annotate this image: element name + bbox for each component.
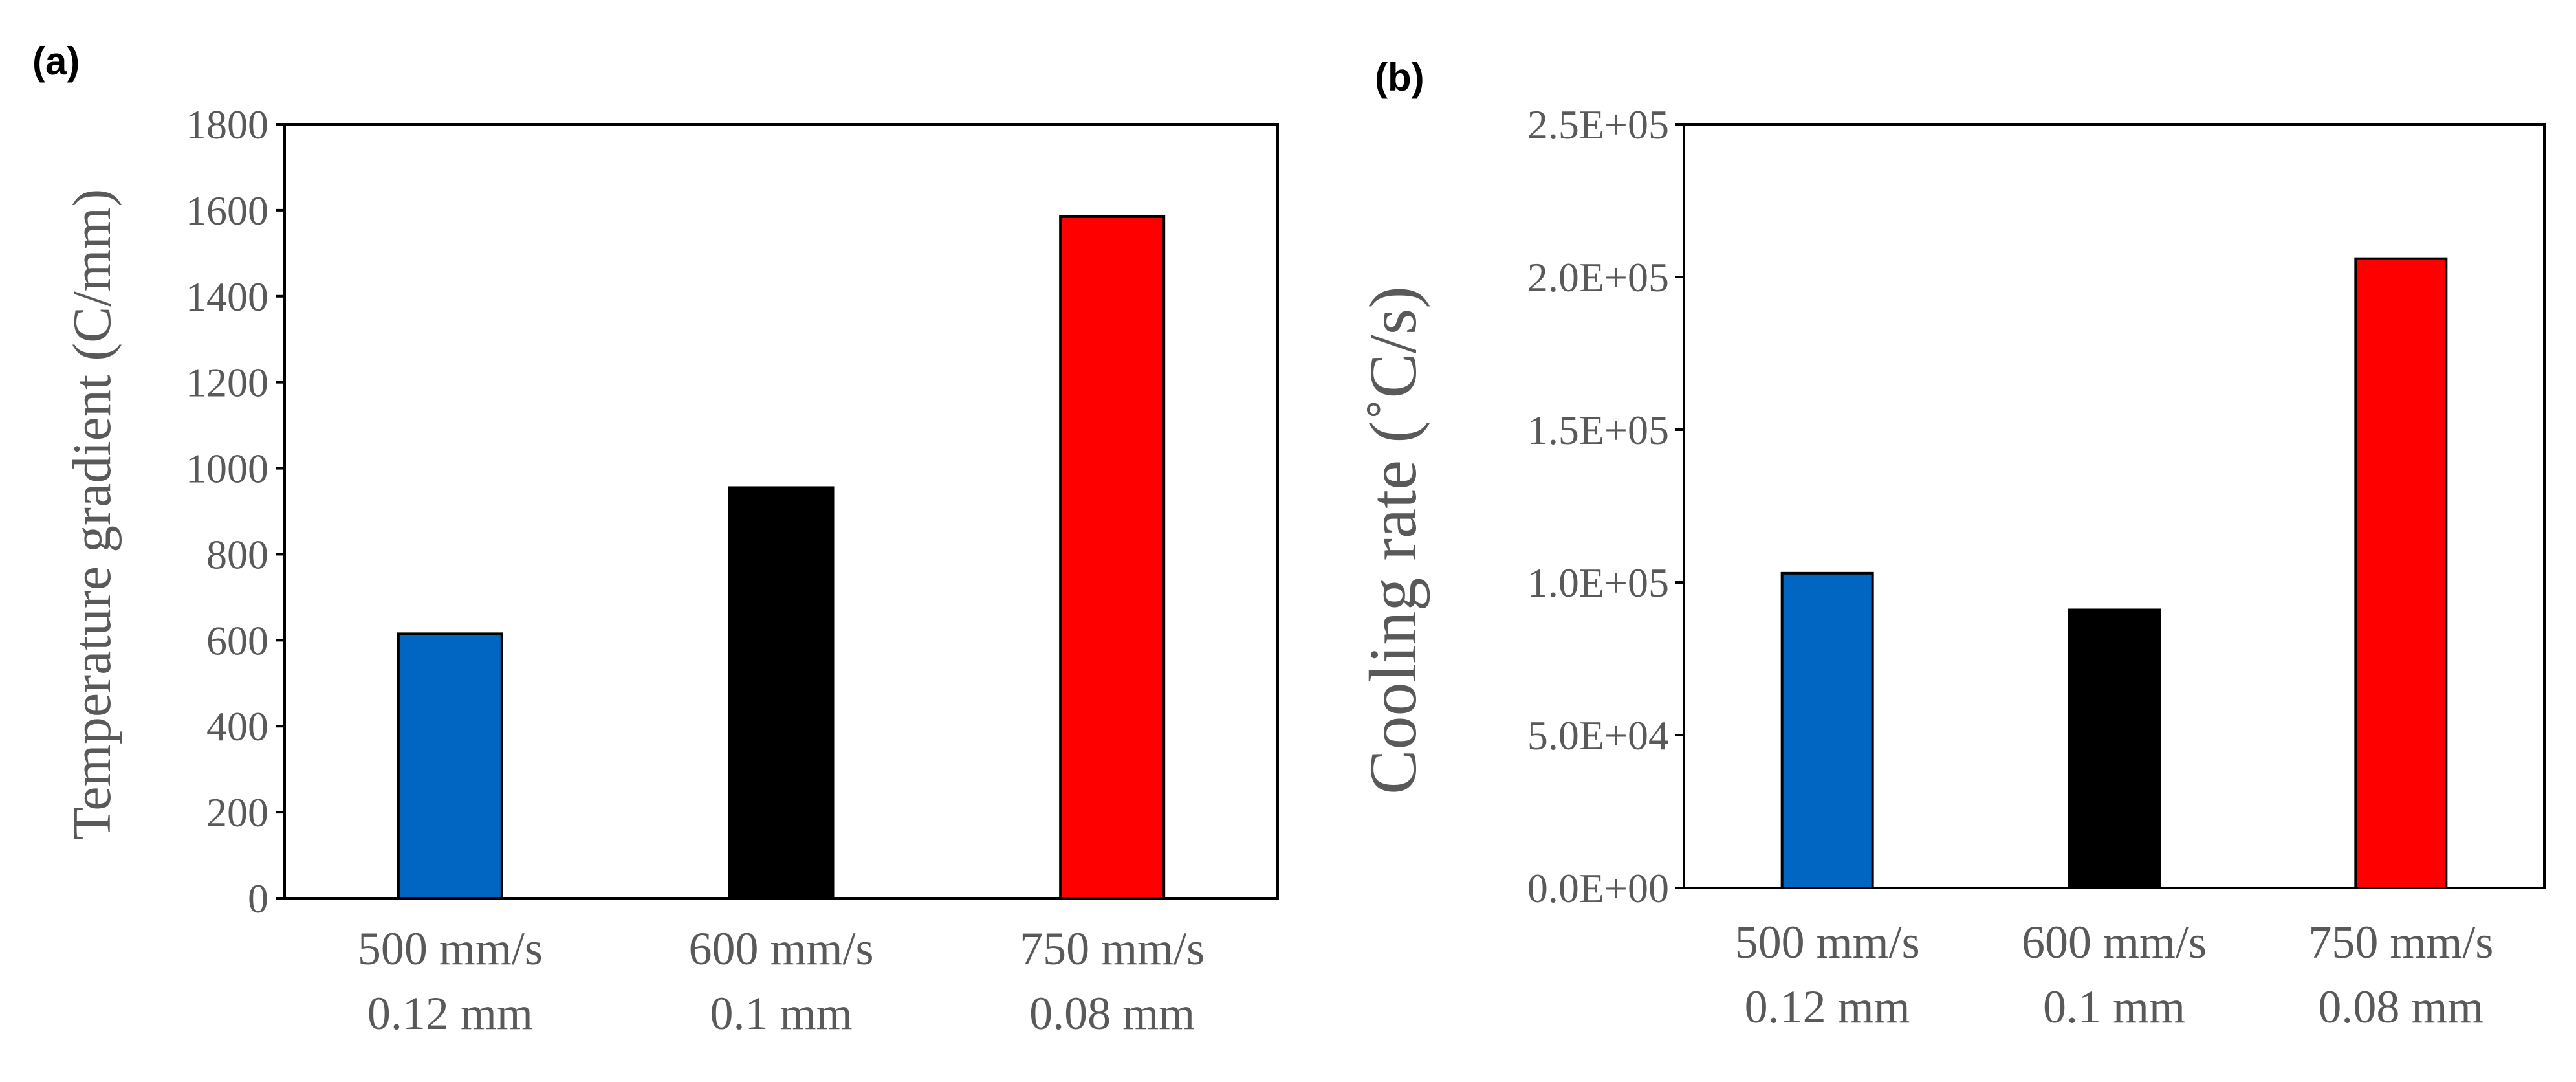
panel-b-bar-2 [2068, 608, 2161, 889]
panel-b-bar-3 [2354, 257, 2448, 889]
panel-a-y-tick-label: 1600 [186, 188, 268, 234]
panel-b-bars [1780, 257, 2448, 890]
panel-b-y-tick-label: 5.0E+04 [1527, 712, 1669, 758]
panel-b-y-ticks: 0.0E+00 5.0E+04 1.0E+05 1.5E+05 2.0E+05 2.5E+… [1527, 102, 1684, 911]
panel-b-category-label-line2: 0.1 mm [2043, 981, 2185, 1033]
chart-panel-b: (b) Cooling rate (˚C/s) 0.0E+00 5.0E+04 1.… [1356, 56, 2546, 1033]
panel-a-bars [397, 215, 1166, 900]
panel-a-category-labels: 500 mm/s 0.12 mm 600 mm/s 0.1 mm 750 mm/s 0.0… [358, 923, 1205, 1039]
panel-a-category-label-line1: 600 mm/s [688, 923, 873, 975]
panel-a-y-tick-label: 800 [206, 531, 268, 577]
panel-a-y-ticks: 0 200 400 600 800 1000 1200 1400 1600 1800 [186, 102, 285, 922]
panel-a-bar-2 [728, 486, 835, 900]
panel-b-category-label-line1: 600 mm/s [2022, 916, 2207, 968]
panel-a-category-label-line1: 750 mm/s [1020, 923, 1205, 975]
panel-b-y-tick-label: 2.0E+05 [1527, 254, 1669, 300]
panel-a-bar-3 [1059, 215, 1166, 900]
panel-a-y-tick-label: 1000 [186, 446, 268, 492]
panel-a-category-label-line1: 500 mm/s [358, 923, 543, 975]
panel-b-label: (b) [1375, 56, 1424, 99]
panel-b-y-tick-label: 1.5E+05 [1527, 407, 1669, 453]
panel-a-category-label-line2: 0.08 mm [1029, 988, 1195, 1039]
panel-b-category-label-line1: 750 mm/s [2308, 916, 2493, 968]
chart-panel-a: (a) Temperature gradient (C/mm) 0 200 400 6… [32, 39, 1279, 1039]
panel-b-bar-1 [1780, 571, 1874, 890]
panel-a-y-axis-title: Temperature gradient (C/mm) [62, 189, 122, 840]
panel-b-y-tick-label: 2.5E+05 [1527, 102, 1669, 148]
panel-a-y-tick-label: 400 [206, 703, 268, 749]
panel-a-y-tick-label: 1400 [186, 274, 268, 320]
panel-a-category-label-line2: 0.1 mm [710, 988, 852, 1039]
panel-b-y-tick-label: 0.0E+00 [1527, 865, 1669, 911]
panel-a-y-tick-label: 0 [248, 876, 268, 922]
panel-a-label: (a) [32, 39, 80, 83]
panel-b-category-labels: 500 mm/s 0.12 mm 600 mm/s 0.1 mm 750 mm/s 0.0… [1735, 916, 2494, 1033]
panel-b-category-label-line2: 0.08 mm [2318, 981, 2483, 1033]
panel-a-category-label-line2: 0.12 mm [367, 988, 533, 1039]
panel-b-y-tick-label: 1.0E+05 [1527, 560, 1669, 606]
panel-a-y-tick-label: 1800 [186, 102, 268, 148]
panel-a-y-tick-label: 600 [206, 617, 268, 663]
panel-a-y-tick-label: 1200 [186, 360, 268, 406]
panel-b-category-label-line2: 0.12 mm [1745, 981, 1910, 1033]
panel-a-bar-1 [397, 632, 503, 900]
panel-b-plot-frame [1683, 123, 2546, 889]
panel-a-y-tick-label: 200 [206, 789, 268, 835]
panel-a-plot-frame [283, 123, 1279, 900]
panel-b-y-axis-title: Cooling rate (˚C/s) [1356, 286, 1430, 795]
panel-b-category-label-line1: 500 mm/s [1735, 916, 1920, 968]
